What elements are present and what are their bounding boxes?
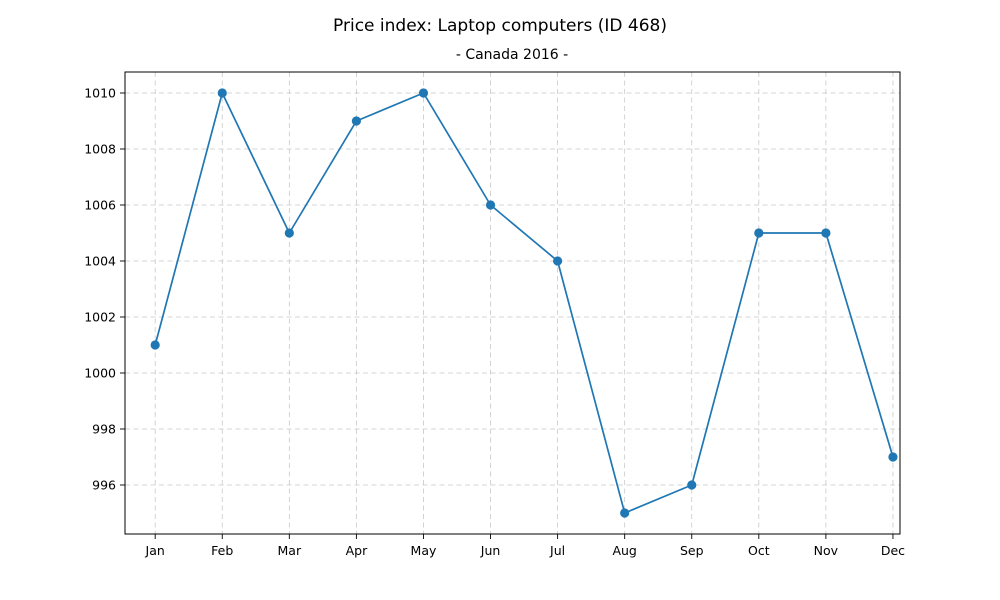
x-tick-label: Feb bbox=[211, 543, 233, 558]
x-tick-label: Mar bbox=[278, 543, 302, 558]
data-point-oct bbox=[754, 228, 764, 238]
x-tick-label: Jun bbox=[480, 543, 501, 558]
data-point-jul bbox=[553, 256, 563, 266]
x-tick-label: Apr bbox=[346, 543, 368, 558]
x-tick-label: Dec bbox=[881, 543, 905, 558]
y-tick-label: 1002 bbox=[84, 310, 116, 325]
y-tick-label: 1000 bbox=[84, 366, 116, 381]
y-tick-label: 1010 bbox=[84, 86, 116, 101]
data-point-feb bbox=[217, 88, 227, 98]
data-point-sep bbox=[687, 480, 697, 490]
chart-title: Price index: Laptop computers (ID 468) bbox=[333, 16, 667, 36]
data-point-jan bbox=[150, 340, 160, 350]
x-tick-label: May bbox=[411, 543, 437, 558]
data-point-apr bbox=[351, 116, 361, 126]
x-tick-label: Aug bbox=[612, 543, 636, 558]
y-tick-label: 1006 bbox=[84, 198, 116, 213]
data-point-dec bbox=[888, 452, 898, 462]
y-tick-label: 1008 bbox=[84, 142, 116, 157]
data-point-jun bbox=[485, 200, 496, 210]
x-tick-label: Sep bbox=[680, 543, 704, 558]
data-point-may bbox=[418, 88, 429, 98]
series-layer bbox=[150, 88, 898, 518]
plot-area-frame bbox=[124, 71, 901, 535]
x-tick-label: Jan bbox=[145, 543, 165, 558]
x-tick-label: Oct bbox=[748, 543, 770, 558]
y-tick-label: 996 bbox=[92, 478, 116, 493]
chart-subtitle: - Canada 2016 - bbox=[456, 47, 568, 63]
x-axis: Jan Feb Mar Apr May Jun Jul Aug Sep Oct Nov Dec bbox=[145, 534, 905, 558]
y-tick-label: 1004 bbox=[84, 254, 116, 269]
grid bbox=[125, 72, 900, 534]
y-axis: 996 998 1000 1002 1004 1006 1008 1010 bbox=[84, 86, 125, 493]
x-tick-label: Jul bbox=[549, 543, 565, 558]
data-point-aug bbox=[620, 508, 630, 518]
y-tick-label: 998 bbox=[92, 422, 116, 437]
series-line bbox=[154, 92, 894, 514]
data-point-nov bbox=[821, 228, 831, 238]
data-point-mar bbox=[284, 228, 294, 238]
x-tick-label: Nov bbox=[814, 543, 839, 558]
